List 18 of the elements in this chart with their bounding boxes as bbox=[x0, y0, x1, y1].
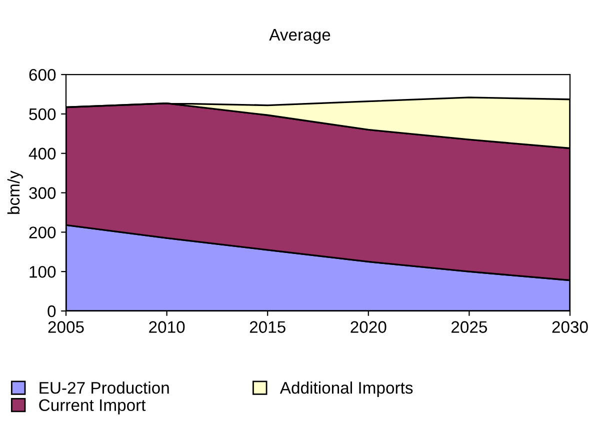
y-tick-label: 300 bbox=[29, 187, 56, 199]
y-tick-label: 100 bbox=[30, 266, 56, 278]
x-tick-label: 2030 bbox=[552, 321, 588, 333]
y-tick-label: 600 bbox=[29, 68, 56, 81]
chart-title: Average bbox=[269, 29, 330, 44]
y-tick-label: 400 bbox=[28, 148, 56, 160]
x-tick-label: 2025 bbox=[452, 321, 488, 333]
legend-label: Current Import bbox=[39, 399, 146, 414]
x-tick-label: 2005 bbox=[48, 321, 84, 333]
y-axis-title: bcm/y bbox=[7, 170, 23, 214]
x-tick-label: 2020 bbox=[350, 321, 386, 333]
legend-label: Additional Imports bbox=[280, 382, 413, 398]
y-tick-label: 200 bbox=[29, 226, 56, 238]
y-tick-label: 0 bbox=[48, 305, 56, 318]
x-tick-label: 2010 bbox=[149, 321, 185, 333]
legend-label: EU-27 Production bbox=[40, 382, 169, 394]
y-tick-label: 500 bbox=[29, 108, 56, 120]
x-tick-label: 2015 bbox=[250, 321, 286, 333]
